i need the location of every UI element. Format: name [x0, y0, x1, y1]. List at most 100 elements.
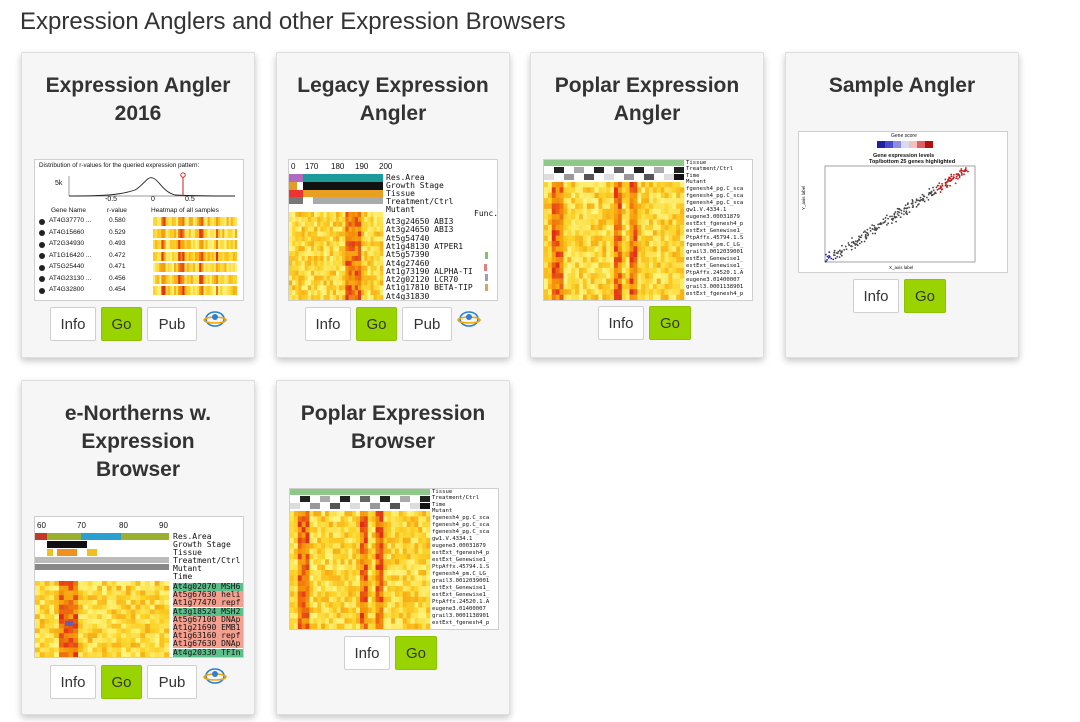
heatmap-cell [410, 511, 415, 517]
gene-label[interactable]: At3g18524 MSH2 [173, 607, 243, 616]
heatmap-cell [645, 251, 650, 258]
strip-time [584, 174, 594, 180]
heatmap-cell [590, 278, 595, 285]
heatmap-cell [370, 260, 374, 267]
heatmap-cell [39, 590, 45, 596]
gene-label[interactable]: At4g20330 TFIn [173, 648, 243, 657]
info-button[interactable]: Info [50, 665, 96, 699]
gene-label[interactable]: At4g02070 MSH6 [173, 583, 243, 591]
go-button[interactable]: Go [395, 636, 437, 670]
heatmap-cell [106, 623, 112, 629]
heatmap-cell [116, 628, 122, 634]
go-button[interactable]: Go [649, 306, 691, 340]
info-dot-icon[interactable] [39, 230, 45, 236]
heatmap-cell [111, 604, 117, 610]
heatmap-cell [614, 235, 619, 242]
heatmap-cell [614, 273, 619, 279]
heatmap-cell [410, 548, 415, 555]
heatmap-cell [163, 274, 166, 284]
heatmap-cell [579, 182, 584, 188]
heatmap-cell [290, 511, 295, 517]
heatmap-cell [348, 236, 352, 242]
go-button[interactable]: Go [101, 307, 142, 341]
heatmap-cell [121, 604, 127, 610]
heatmap-cell [586, 257, 591, 263]
heatmap-cell [551, 214, 556, 220]
heatmap-cell [234, 251, 237, 261]
info-button[interactable]: Info [598, 306, 644, 340]
heatmap-cell [309, 516, 314, 523]
go-button[interactable]: Go [101, 665, 142, 699]
gene-label[interactable]: At1g63160 repf [173, 632, 243, 641]
heatmap-cell [594, 192, 599, 199]
go-button[interactable]: Go [356, 307, 397, 341]
heatmap-cell [340, 511, 345, 517]
heatmap-cell [373, 226, 378, 232]
info-button[interactable]: Info [853, 279, 899, 313]
heatmap-cell [379, 275, 384, 281]
heatmap-cell [207, 217, 210, 226]
gene-label[interactable]: At1g21690 EMB1 [173, 624, 243, 632]
heatmap-cell [328, 580, 334, 587]
heatmap-cell [617, 283, 623, 290]
info-dot-icon[interactable] [39, 276, 45, 282]
scatter-point [938, 182, 941, 185]
heatmap-cell [326, 265, 331, 271]
heatmap-cell [418, 618, 423, 624]
gene-label[interactable]: At1g77470 repf [173, 599, 243, 608]
heatmap-cell [82, 609, 88, 615]
heatmap-cell [367, 559, 372, 565]
scatter-point [953, 176, 955, 179]
info-dot-icon[interactable] [39, 264, 45, 271]
heatmap-cell [594, 273, 599, 279]
heatmap-cell [582, 278, 588, 285]
heatmap-cell [292, 295, 296, 300]
heatmap-cell [357, 251, 362, 257]
info-dot-icon[interactable] [39, 241, 45, 248]
gene-label[interactable]: At5g67100 DNAp [173, 615, 243, 624]
heatmap-cell [344, 564, 349, 571]
heatmap-cell [345, 216, 349, 223]
pub-button[interactable]: Pub [402, 307, 452, 341]
heatmap-cell [159, 628, 165, 634]
heatmap-cell [63, 585, 69, 591]
heatmap-cell [116, 638, 122, 644]
heatmap-cell [73, 628, 79, 634]
info-dot-icon[interactable] [39, 218, 45, 225]
publication-link-icon[interactable] [202, 665, 228, 687]
heatmap-cell [130, 585, 136, 591]
heatmap-cell [606, 246, 611, 253]
heatmap-cell [176, 240, 179, 249]
publication-link-icon[interactable] [456, 308, 482, 330]
publication-link-icon[interactable] [202, 308, 228, 330]
info-button[interactable]: Info [344, 636, 390, 670]
info-dot-icon[interactable] [39, 287, 45, 294]
pub-button[interactable]: Pub [147, 307, 197, 341]
gene-label: At3g24650 ABI3 [386, 225, 454, 235]
heatmap-cell [216, 251, 219, 261]
heatmap-cell [304, 260, 309, 267]
heatmap-cell [652, 198, 658, 204]
pub-button[interactable]: Pub [147, 665, 197, 699]
heatmap-cell [154, 595, 160, 601]
heatmap-cell [586, 267, 591, 274]
gene-label[interactable]: At5g67630 heli [173, 591, 243, 600]
heatmap-cell [205, 240, 208, 249]
info-dot-icon[interactable] [39, 253, 45, 259]
scatter-point [884, 220, 887, 222]
scatter-point [914, 201, 917, 204]
heatmap-cell [360, 511, 365, 517]
info-button[interactable]: Info [305, 307, 351, 341]
gene-label[interactable]: At1g67630 DNAp [173, 640, 243, 649]
heatmap-cell [135, 609, 141, 615]
heatmap-cell [163, 228, 166, 238]
info-button[interactable]: Info [50, 307, 96, 341]
heatmap-cell [395, 596, 400, 603]
heatmap-cell [351, 280, 356, 286]
heatmap-cell [97, 619, 103, 625]
heatmap-cell [140, 652, 146, 657]
heatmap-cell [567, 214, 572, 220]
heatmap-cell [345, 256, 349, 262]
go-button[interactable]: Go [904, 279, 946, 313]
heatmap-cell [361, 231, 365, 237]
